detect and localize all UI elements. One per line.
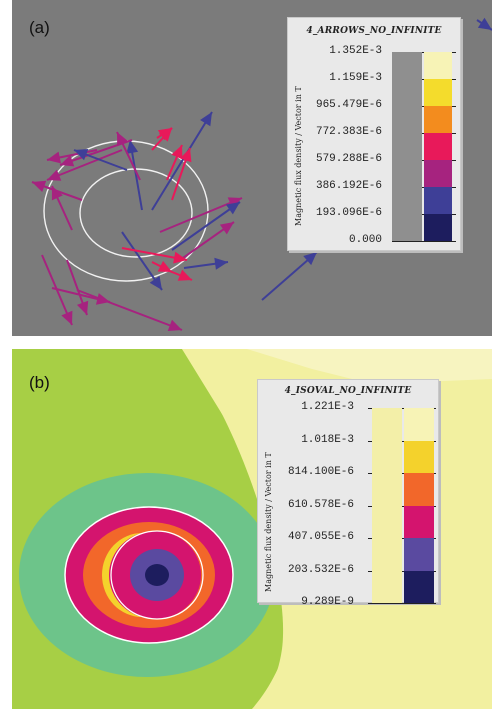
legend-tick (368, 505, 436, 507)
flux-arrow-head (214, 257, 228, 270)
flux-arrow-head (32, 180, 47, 193)
legend-tick (368, 473, 436, 474)
legend-color-swatch (404, 473, 434, 506)
legend-value: 610.578E-6 (287, 498, 354, 511)
legend-value: 203.532E-6 (287, 563, 354, 576)
isoval-region-core (145, 564, 169, 586)
flux-arrow-head (219, 222, 234, 235)
isovalue-plot-panel: (b) 4_ISOVAL_NO_INFINITE Magnetic flux d… (12, 349, 492, 709)
legend-tick (368, 538, 436, 539)
flux-arrow-head (117, 132, 129, 147)
flux-arrow-head (61, 310, 73, 325)
coil-inner-circle-b (110, 530, 204, 620)
flux-arrow (151, 111, 213, 211)
legend-value: 0.000 (348, 234, 382, 246)
flux-arrow-head (149, 275, 162, 290)
flux-arrow-head (95, 293, 110, 305)
legend-color-swatch (424, 214, 452, 241)
panel-label-b: (b) (29, 373, 50, 392)
flux-arrow-head (167, 319, 182, 331)
legend-color-swatch (424, 187, 452, 214)
legend-color-swatch (404, 570, 434, 603)
legend-value: 1.221E-3 (301, 401, 354, 413)
legend-value: 407.055E-6 (287, 531, 354, 543)
legend-value: 579.288E-6 (315, 153, 382, 165)
legend-value: 193.096E-6 (315, 207, 382, 219)
flux-arrow-head (60, 155, 75, 167)
flux-arrow-head (173, 251, 187, 264)
flux-arrow-head (157, 260, 172, 272)
flux-arrow-head (303, 252, 317, 266)
legend-tick (368, 440, 436, 442)
legend-tick (368, 603, 436, 604)
arrows-plot-panel: (a) 4_ARROWS_NO_INFINITE Magnetic flux d… (12, 0, 492, 336)
flux-arrow-head (177, 269, 192, 281)
legend-value: 9.289E-9 (301, 596, 354, 608)
colorbar-legend-a: 4_ARROWS_NO_INFINITE Magnetic flux densi… (287, 17, 461, 251)
legend-color-swatch (424, 133, 452, 160)
legend-tick (368, 570, 436, 572)
legend-color-swatch (424, 52, 452, 79)
legend-value: 1.159E-3 (329, 72, 382, 84)
legend-color-swatch (404, 505, 434, 538)
isoval-region-light-top (247, 349, 492, 384)
arrows-plot (31, 17, 492, 331)
legend-value: 386.192E-6 (315, 180, 382, 192)
legend-neutral-strip (392, 52, 422, 241)
flux-arrow (159, 197, 243, 233)
legend-value: 965.479E-6 (315, 99, 382, 111)
legend-value: 1.018E-3 (301, 433, 354, 446)
flux-arrow-head (47, 169, 62, 181)
flux-arrow-head (76, 300, 89, 315)
flux-arrows (31, 17, 492, 331)
legend-tick (392, 241, 456, 242)
flux-arrow-head (126, 140, 139, 154)
legend-value: 1.352E-3 (329, 45, 382, 57)
flux-arrow (76, 289, 183, 331)
legend-tick (368, 408, 436, 409)
legend-color-swatch (404, 538, 434, 571)
legend-value: 814.100E-6 (287, 466, 354, 478)
legend-neutral-strip (372, 408, 402, 603)
flux-arrow-head (180, 148, 192, 163)
panel-label-a: (a) (29, 18, 50, 37)
legend-color-swatch (404, 440, 434, 473)
flux-arrow-head (171, 145, 183, 160)
legend-color-swatch (424, 160, 452, 187)
legend-color-swatch (424, 106, 452, 133)
flux-arrow (171, 201, 241, 251)
legend-value: 772.383E-6 (315, 126, 382, 138)
flux-arrow-head (157, 128, 172, 141)
flux-arrow-head (74, 148, 89, 161)
flux-arrow-head (200, 112, 212, 127)
flux-arrow (46, 149, 123, 181)
flux-arrow-head (477, 17, 492, 30)
legend-title-a: 4_ARROWS_NO_INFINITE (306, 26, 442, 36)
flux-arrow-head (225, 202, 240, 215)
flux-arrow-head (47, 151, 61, 164)
coil-inner-circle (79, 168, 193, 258)
legend-color-swatch (404, 408, 434, 441)
colorbar-legend-b: 4_ISOVAL_NO_INFINITE Magnetic flux densi… (257, 379, 439, 608)
legend-color-swatch (424, 79, 452, 106)
legend-title-b: 4_ISOVAL_NO_INFINITE (284, 386, 412, 396)
